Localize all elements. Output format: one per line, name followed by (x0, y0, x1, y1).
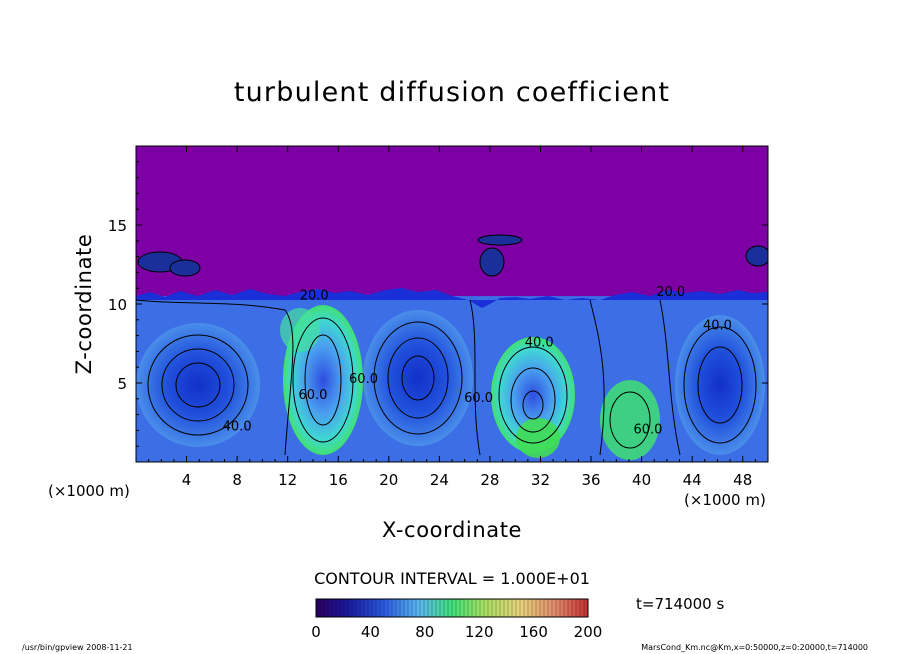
contour-label: 20.0 (300, 288, 329, 303)
x-unit-label-right: (×1000 m) (684, 491, 766, 509)
contour-label: 20.0 (656, 285, 685, 300)
contour-label: 40.0 (525, 336, 554, 351)
x-tick-label: 36 (581, 471, 600, 489)
y-axis: 5 10 15 (108, 161, 768, 447)
x-unit-label-left: (×1000 m) (48, 482, 130, 500)
chart-title: turbulent diffusion coefficient (234, 77, 670, 108)
contour-label: 40.0 (703, 318, 732, 333)
footer-right: MarsCond_Km.nc@Km,x=0:50000,z=0:20000,t=… (641, 643, 868, 652)
x-tick-label: 32 (531, 471, 550, 489)
colorbar-tick-label: 160 (519, 623, 548, 641)
colorbar-tick-label: 200 (574, 623, 603, 641)
time-label: t=714000 s (636, 595, 724, 613)
x-tick-label: 28 (480, 471, 499, 489)
colorbar-tick-label: 80 (415, 623, 434, 641)
colorbar-tick-label: 0 (311, 623, 321, 641)
colorbar-ticks: 0 40 80 120 160 200 (311, 623, 602, 641)
green-patch (516, 418, 560, 458)
footer-left: /usr/bin/gpview 2008-11-21 (22, 643, 133, 652)
upper-contour-patches (137, 234, 768, 277)
contour-label: 60.0 (464, 391, 493, 406)
vortex-1 (136, 323, 260, 447)
x-axis-label: X-coordinate (382, 518, 522, 542)
y-tick-label: 15 (108, 217, 127, 235)
colorbar: 0 40 80 120 160 200 (311, 598, 602, 641)
contour-interval: CONTOUR INTERVAL = 1.000E+01 (314, 569, 590, 588)
green-patch (600, 380, 660, 460)
contour-label: 60.0 (633, 423, 662, 438)
y-tick-label: 5 (117, 375, 127, 393)
x-tick-label: 8 (232, 471, 242, 489)
green-patch (280, 308, 320, 352)
vortex-5 (675, 315, 765, 455)
boundary-layer-top (136, 288, 768, 308)
contour-labels: 20.0 20.0 40.0 40.0 40.0 60.0 60.0 60.0 60.0 (223, 285, 732, 437)
x-tick-label: 16 (329, 471, 348, 489)
colorbar-tick-label: 40 (361, 623, 380, 641)
y-axis-label: Z-coordinate (72, 234, 96, 375)
x-tick-label: 4 (182, 471, 192, 489)
plot-area: 20.0 20.0 40.0 40.0 40.0 60.0 60.0 60.0 60.0 (136, 146, 768, 462)
x-tick-label: 44 (683, 471, 702, 489)
x-tick-label: 40 (632, 471, 651, 489)
vortex-3 (363, 310, 473, 446)
contour-label: 60.0 (349, 372, 378, 387)
colorbar-tick-label: 120 (465, 623, 494, 641)
x-tick-label: 24 (430, 471, 449, 489)
x-tick-label: 20 (379, 471, 398, 489)
y-tick-label: 10 (108, 296, 127, 314)
x-axis: 4 8 12 16 20 24 28 32 36 40 44 48 (148, 146, 756, 489)
contour-label: 40.0 (223, 419, 252, 434)
contour-lines (136, 299, 757, 456)
contour-label: 60.0 (298, 388, 327, 403)
colorbar-stripes (319, 599, 585, 617)
x-tick-label: 48 (733, 471, 752, 489)
x-tick-label: 12 (278, 471, 297, 489)
vortex-4 (491, 337, 575, 453)
